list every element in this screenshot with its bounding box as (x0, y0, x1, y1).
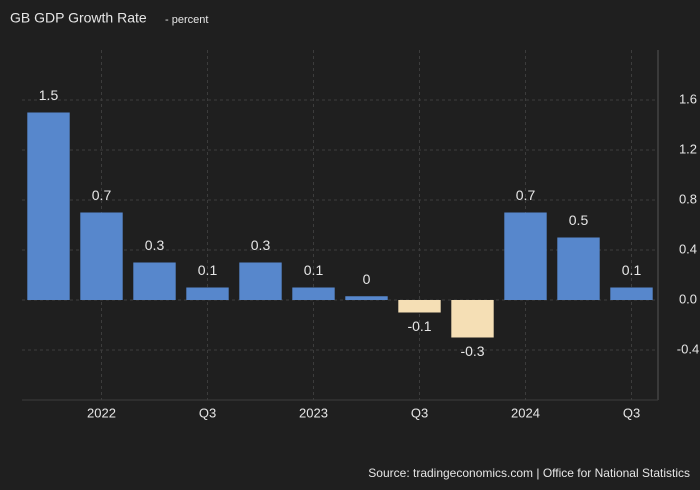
data-label: -0.3 (460, 343, 484, 359)
bar (504, 212, 547, 300)
bar (345, 296, 388, 300)
data-label: 0.5 (569, 212, 589, 228)
bar (133, 262, 176, 300)
bar (398, 300, 441, 313)
data-label: 0 (363, 271, 371, 287)
y-tick-label: 0.4 (679, 241, 697, 256)
bar (27, 112, 70, 300)
x-tick-label: Q3 (411, 405, 428, 420)
data-label: 0.7 (92, 187, 112, 203)
bar (239, 262, 282, 300)
bar (292, 287, 335, 300)
y-tick-label: 0.0 (679, 291, 697, 306)
bar (557, 237, 600, 300)
bar (186, 287, 229, 300)
x-tick-label: 2024 (511, 405, 540, 420)
y-tick-label: -0.4 (677, 341, 699, 356)
y-tick-label: 0.8 (679, 191, 697, 206)
data-label: 0.1 (622, 262, 642, 278)
x-tick-label: 2023 (299, 405, 328, 420)
y-tick-label: 1.2 (679, 141, 697, 156)
bar (451, 300, 494, 338)
data-label: 1.5 (39, 87, 59, 103)
bar (610, 287, 653, 300)
chart-subtitle: - percent (165, 14, 208, 26)
data-label: 0.7 (516, 187, 536, 203)
data-label: 0.3 (251, 237, 271, 253)
data-label: -0.1 (407, 318, 431, 334)
data-label: 0.3 (145, 237, 165, 253)
bar (80, 212, 123, 300)
y-tick-label: 1.6 (679, 91, 697, 106)
x-tick-label: Q3 (199, 405, 216, 420)
x-tick-label: 2022 (87, 405, 116, 420)
data-label: 0.1 (304, 262, 324, 278)
x-tick-label: Q3 (623, 405, 640, 420)
chart-title: GB GDP Growth Rate (10, 10, 147, 26)
source: Source: tradingeconomics.com | Office fo… (368, 466, 690, 480)
data-label: 0.1 (198, 262, 218, 278)
